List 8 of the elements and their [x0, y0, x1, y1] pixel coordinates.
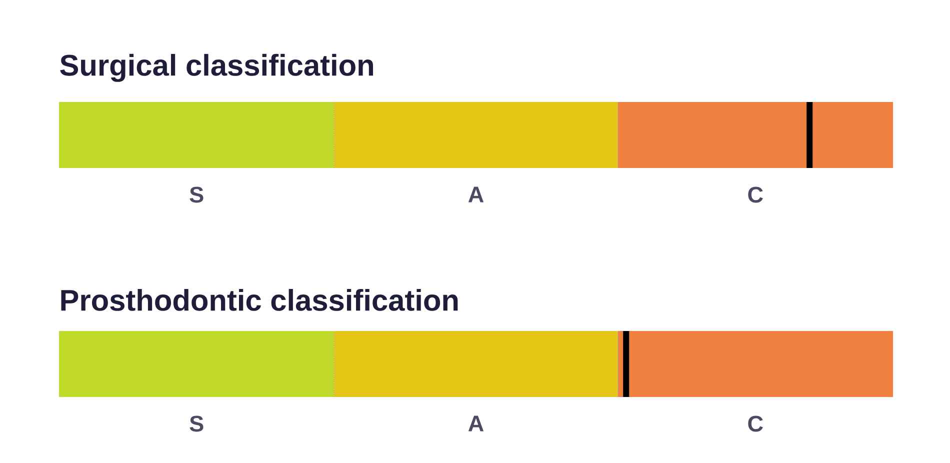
chart-title: Surgical classification [60, 54, 374, 82]
chart-title: Prosthodontic classification [61, 288, 458, 311]
series-label: C [748, 186, 763, 203]
series-label: A [468, 416, 484, 432]
series-label: S [190, 186, 204, 203]
series-label: S [190, 416, 204, 432]
series-label: A [468, 186, 484, 202]
series-label: C [748, 416, 763, 432]
